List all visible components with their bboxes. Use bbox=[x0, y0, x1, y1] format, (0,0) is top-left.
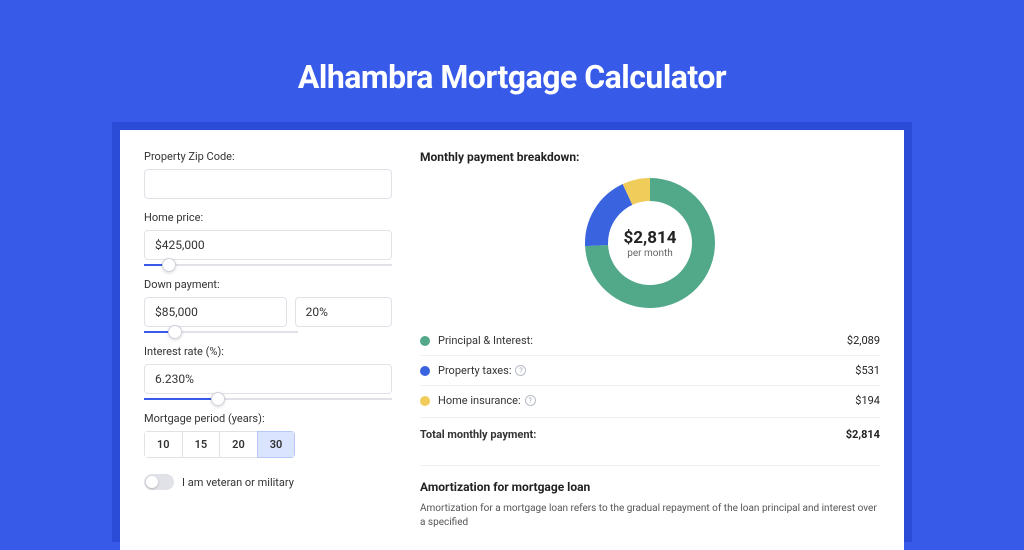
interest-rate-label: Interest rate (%): bbox=[144, 345, 392, 358]
form-column: Property Zip Code: Home price: Down paym… bbox=[144, 150, 392, 530]
legend-label-text: Property taxes: bbox=[438, 364, 511, 377]
veteran-row: I am veteran or military bbox=[144, 474, 392, 490]
calculator-card: Property Zip Code: Home price: Down paym… bbox=[120, 130, 904, 550]
total-label: Total monthly payment: bbox=[420, 428, 846, 441]
legend-dot bbox=[420, 396, 430, 406]
card-shadow: Property Zip Code: Home price: Down paym… bbox=[112, 122, 912, 542]
down-payment-label: Down payment: bbox=[144, 278, 392, 291]
interest-rate-block: Interest rate (%): bbox=[144, 345, 392, 400]
donut-wrap: $2,814 per month bbox=[420, 178, 880, 308]
home-price-slider-thumb[interactable] bbox=[162, 258, 176, 272]
total-row: Total monthly payment: $2,814 bbox=[420, 417, 880, 447]
home-price-input[interactable] bbox=[144, 230, 392, 260]
veteran-toggle[interactable] bbox=[144, 474, 174, 490]
home-price-slider[interactable] bbox=[144, 264, 392, 266]
legend-label-text: Principal & Interest: bbox=[438, 334, 533, 347]
down-payment-slider-thumb[interactable] bbox=[168, 325, 182, 339]
down-payment-pct-input[interactable] bbox=[295, 297, 392, 327]
donut-center: $2,814 per month bbox=[585, 178, 715, 308]
info-icon[interactable]: ? bbox=[525, 395, 536, 406]
interest-rate-slider[interactable] bbox=[144, 398, 392, 400]
down-payment-slider[interactable] bbox=[144, 331, 298, 333]
legend-dot bbox=[420, 366, 430, 376]
period-tabs: 10152030 bbox=[144, 431, 295, 458]
interest-rate-slider-fill bbox=[144, 398, 218, 400]
breakdown-column: Monthly payment breakdown: $2,814 per mo… bbox=[420, 150, 880, 530]
legend-label: Home insurance:? bbox=[438, 394, 855, 407]
zip-input[interactable] bbox=[144, 169, 392, 199]
legend-label: Principal & Interest: bbox=[438, 334, 847, 347]
down-payment-block: Down payment: bbox=[144, 278, 392, 333]
veteran-toggle-knob bbox=[146, 476, 158, 488]
period-block: Mortgage period (years): 10152030 bbox=[144, 412, 392, 458]
legend-label-text: Home insurance: bbox=[438, 394, 521, 407]
home-price-label: Home price: bbox=[144, 211, 392, 224]
veteran-label: I am veteran or military bbox=[182, 476, 294, 489]
amortization-block: Amortization for mortgage loan Amortizat… bbox=[420, 465, 880, 530]
period-tab-10[interactable]: 10 bbox=[144, 431, 182, 458]
breakdown-title: Monthly payment breakdown: bbox=[420, 150, 880, 164]
interest-rate-input[interactable] bbox=[144, 364, 392, 394]
amortization-title: Amortization for mortgage loan bbox=[420, 480, 880, 494]
period-tab-15[interactable]: 15 bbox=[182, 431, 220, 458]
interest-rate-slider-thumb[interactable] bbox=[211, 392, 225, 406]
donut-sub: per month bbox=[627, 248, 673, 259]
donut-amount: $2,814 bbox=[624, 228, 677, 248]
legend-value: $2,089 bbox=[847, 334, 880, 347]
legend-value: $531 bbox=[855, 364, 880, 377]
legend-dot bbox=[420, 336, 430, 346]
legend-label: Property taxes:? bbox=[438, 364, 855, 377]
donut-chart: $2,814 per month bbox=[585, 178, 715, 308]
legend: Principal & Interest: $2,089 Property taxe… bbox=[420, 326, 880, 415]
down-payment-input[interactable] bbox=[144, 297, 287, 327]
total-value: $2,814 bbox=[846, 428, 880, 441]
zip-field-block: Property Zip Code: bbox=[144, 150, 392, 199]
page-title: Alhambra Mortgage Calculator bbox=[0, 0, 1024, 114]
legend-row: Property taxes:?$531 bbox=[420, 356, 880, 386]
page-root: Alhambra Mortgage Calculator Property Zi… bbox=[0, 0, 1024, 512]
down-payment-row bbox=[144, 297, 392, 327]
info-icon[interactable]: ? bbox=[515, 365, 526, 376]
home-price-block: Home price: bbox=[144, 211, 392, 266]
amortization-text: Amortization for a mortgage loan refers … bbox=[420, 502, 880, 530]
zip-label: Property Zip Code: bbox=[144, 150, 392, 163]
legend-row: Principal & Interest: $2,089 bbox=[420, 326, 880, 356]
period-tab-20[interactable]: 20 bbox=[219, 431, 257, 458]
legend-row: Home insurance:?$194 bbox=[420, 386, 880, 415]
legend-value: $194 bbox=[855, 394, 880, 407]
period-tab-30[interactable]: 30 bbox=[257, 431, 296, 458]
period-label: Mortgage period (years): bbox=[144, 412, 392, 425]
